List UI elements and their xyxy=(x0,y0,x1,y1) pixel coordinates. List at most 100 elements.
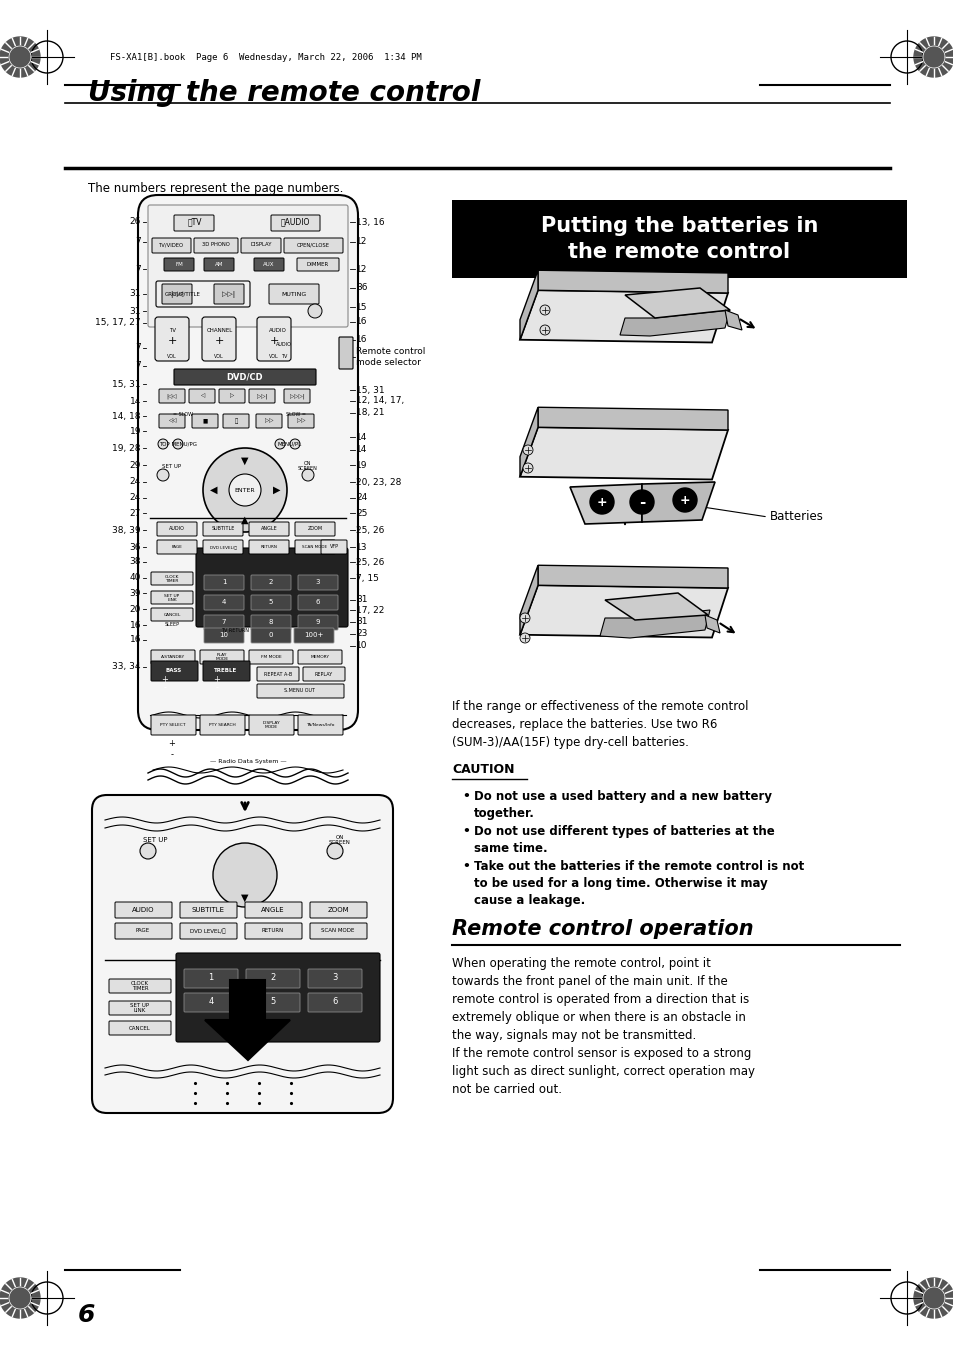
Text: CHANNEL: CHANNEL xyxy=(207,327,233,332)
Polygon shape xyxy=(537,270,727,293)
Text: 38, 39: 38, 39 xyxy=(112,526,141,535)
FancyBboxPatch shape xyxy=(184,993,237,1012)
Text: 3D PHONO: 3D PHONO xyxy=(202,242,230,247)
FancyBboxPatch shape xyxy=(200,715,245,735)
Text: SUBTITLE: SUBTITLE xyxy=(212,527,234,531)
Text: SET UP: SET UP xyxy=(162,463,181,469)
Text: MEMORY: MEMORY xyxy=(310,655,329,659)
FancyBboxPatch shape xyxy=(195,549,348,627)
Text: 16: 16 xyxy=(130,620,141,630)
FancyBboxPatch shape xyxy=(320,540,347,554)
Text: 10: 10 xyxy=(219,632,229,638)
Text: AM: AM xyxy=(214,262,223,266)
Text: SUBTITLE: SUBTITLE xyxy=(192,907,224,913)
FancyBboxPatch shape xyxy=(193,238,237,253)
Text: ▼: ▼ xyxy=(241,455,249,466)
FancyBboxPatch shape xyxy=(180,902,236,917)
Text: PAGE: PAGE xyxy=(135,928,150,934)
FancyBboxPatch shape xyxy=(159,413,185,428)
FancyBboxPatch shape xyxy=(284,238,343,253)
Text: = SLOW: = SLOW xyxy=(172,412,193,416)
FancyBboxPatch shape xyxy=(251,628,291,643)
FancyBboxPatch shape xyxy=(245,902,302,917)
Text: 7: 7 xyxy=(135,362,141,370)
Text: ENTER: ENTER xyxy=(234,488,255,493)
Text: Take out the batteries if the remote control is not
to be used for a long time. : Take out the batteries if the remote con… xyxy=(474,861,803,907)
Text: A.STANDBY: A.STANDBY xyxy=(161,655,185,659)
Text: ▼: ▼ xyxy=(241,893,249,902)
Text: 4: 4 xyxy=(208,997,213,1006)
Text: DISPLAY: DISPLAY xyxy=(250,242,272,247)
FancyBboxPatch shape xyxy=(296,258,338,272)
Text: SET UP
LINK: SET UP LINK xyxy=(131,1002,150,1013)
FancyBboxPatch shape xyxy=(204,576,244,590)
FancyBboxPatch shape xyxy=(297,615,337,630)
Text: TREBLE: TREBLE xyxy=(214,669,237,674)
FancyBboxPatch shape xyxy=(338,336,353,369)
Text: VOL: VOL xyxy=(269,354,278,359)
Text: 20: 20 xyxy=(130,604,141,613)
Text: 5: 5 xyxy=(269,598,273,605)
FancyBboxPatch shape xyxy=(294,540,335,554)
Text: ON
SCREEN: ON SCREEN xyxy=(297,461,317,471)
Text: 1: 1 xyxy=(208,974,213,982)
Text: If the range or effectiveness of the remote control
decreases, replace the batte: If the range or effectiveness of the rem… xyxy=(452,700,748,748)
FancyBboxPatch shape xyxy=(223,413,249,428)
Text: 16: 16 xyxy=(355,317,367,327)
Text: ◀: ◀ xyxy=(210,485,217,494)
Text: GROUP/TITLE: GROUP/TITLE xyxy=(165,292,201,296)
FancyBboxPatch shape xyxy=(189,389,214,403)
FancyBboxPatch shape xyxy=(192,413,218,428)
Text: REPLAY: REPLAY xyxy=(314,671,333,677)
Text: BASS: BASS xyxy=(166,669,182,674)
Text: ZOOM: ZOOM xyxy=(307,527,322,531)
FancyBboxPatch shape xyxy=(173,215,213,231)
Text: The numbers represent the page numbers.: The numbers represent the page numbers. xyxy=(88,182,343,195)
FancyBboxPatch shape xyxy=(256,684,344,698)
Circle shape xyxy=(327,843,343,859)
Polygon shape xyxy=(923,1288,944,1309)
FancyBboxPatch shape xyxy=(204,615,244,630)
Text: 18, 21: 18, 21 xyxy=(355,408,384,417)
Circle shape xyxy=(519,634,530,643)
Text: ■: ■ xyxy=(202,419,208,423)
Circle shape xyxy=(302,469,314,481)
Text: +: + xyxy=(596,496,607,508)
Circle shape xyxy=(213,843,276,907)
Text: REPEAT A-B: REPEAT A-B xyxy=(264,671,292,677)
Text: ▷▷|: ▷▷| xyxy=(256,393,267,399)
Circle shape xyxy=(589,490,614,513)
Text: -: - xyxy=(171,751,173,759)
Text: 23: 23 xyxy=(355,630,367,639)
Text: ▷▷|: ▷▷| xyxy=(222,290,235,297)
Text: DVD LEVEL/⏺: DVD LEVEL/⏺ xyxy=(210,544,236,549)
Text: DVD/CD: DVD/CD xyxy=(227,373,263,381)
Text: ◁: ◁ xyxy=(200,393,204,399)
Text: 25, 26: 25, 26 xyxy=(355,558,384,566)
Text: 31: 31 xyxy=(355,596,367,604)
Polygon shape xyxy=(641,482,714,521)
Text: 15, 31: 15, 31 xyxy=(112,380,141,389)
Circle shape xyxy=(290,439,299,449)
Circle shape xyxy=(308,304,322,317)
Text: •: • xyxy=(461,825,470,838)
Text: -: - xyxy=(215,684,218,693)
Text: 17, 22: 17, 22 xyxy=(355,605,384,615)
Polygon shape xyxy=(724,309,741,330)
FancyBboxPatch shape xyxy=(115,923,172,939)
Text: MUTING: MUTING xyxy=(281,292,306,296)
Text: 14: 14 xyxy=(130,396,141,405)
Text: ON
SCREEN: ON SCREEN xyxy=(329,835,351,846)
Text: AUDIO: AUDIO xyxy=(275,343,292,347)
Polygon shape xyxy=(519,290,727,343)
Text: SLOW =: SLOW = xyxy=(286,412,306,416)
Text: S.MENU OUT: S.MENU OUT xyxy=(284,689,315,693)
Text: 7: 7 xyxy=(221,619,226,626)
Text: 31: 31 xyxy=(355,617,367,627)
Text: 13, 16: 13, 16 xyxy=(355,218,384,227)
Text: 20, 23, 28: 20, 23, 28 xyxy=(355,477,401,486)
Polygon shape xyxy=(923,46,944,68)
FancyBboxPatch shape xyxy=(249,650,293,663)
Text: 5: 5 xyxy=(270,997,275,1006)
Text: ⏻AUDIO: ⏻AUDIO xyxy=(280,218,310,227)
